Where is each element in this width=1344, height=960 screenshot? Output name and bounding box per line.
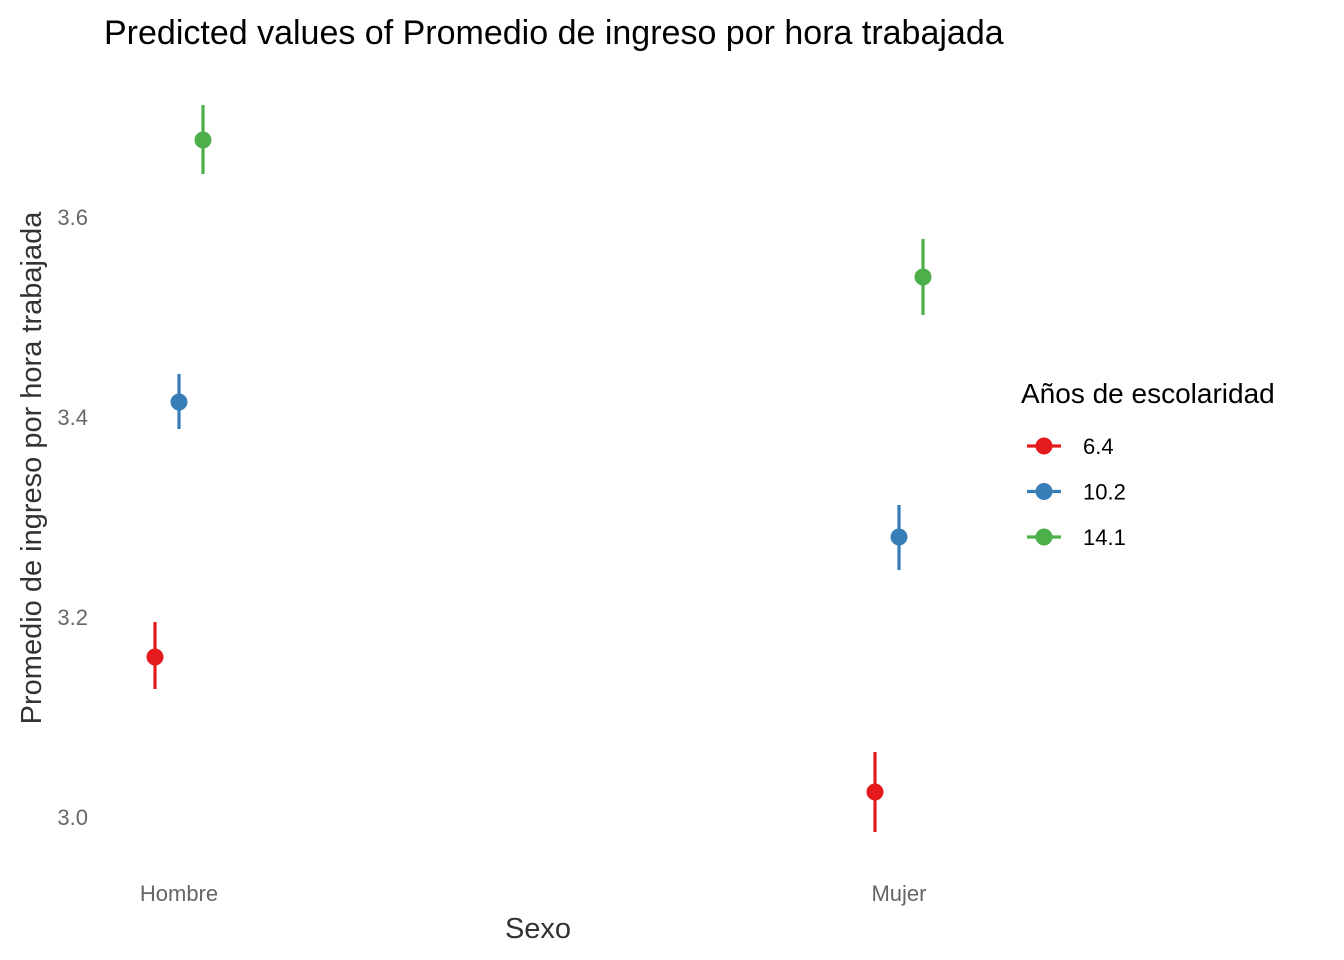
x-tick-label: Mujer [871,881,926,906]
legend-item: 10.2 [1027,480,1126,505]
legend-label: 6.4 [1083,434,1114,459]
x-axis-ticks: Hombre Mujer [140,881,927,906]
data-point [866,783,884,801]
y-tick-label: 3.0 [57,805,88,830]
legend-key-point [1035,483,1053,500]
legend-item: 14.1 [1027,525,1126,550]
legend-key-point [1035,528,1053,546]
y-axis-title: Promedio de ingreso por hora trabajada [16,211,48,725]
legend: Años de escolaridad 6.4 10.2 14.1 [1021,378,1275,550]
data-point [914,268,932,286]
x-axis-title: Sexo [505,913,571,945]
data-point [146,648,164,666]
legend-label: 10.2 [1083,480,1126,505]
data-point [170,393,188,411]
legend-item: 6.4 [1027,434,1114,459]
plot-marks [146,105,932,832]
y-tick-label: 3.4 [57,405,88,430]
data-point [890,528,908,546]
legend-items: 6.4 10.2 14.1 [1027,434,1126,550]
legend-key-point [1035,437,1053,455]
data-point [194,131,212,149]
legend-label: 14.1 [1083,525,1126,550]
legend-title: Años de escolaridad [1021,378,1275,409]
y-axis-ticks: 3.0 3.2 3.4 3.6 [57,205,88,830]
y-tick-label: 3.2 [57,605,88,630]
x-tick-label: Hombre [140,881,218,906]
y-tick-label: 3.6 [57,205,88,230]
chart-title: Predicted values of Promedio de ingreso … [104,14,1004,52]
